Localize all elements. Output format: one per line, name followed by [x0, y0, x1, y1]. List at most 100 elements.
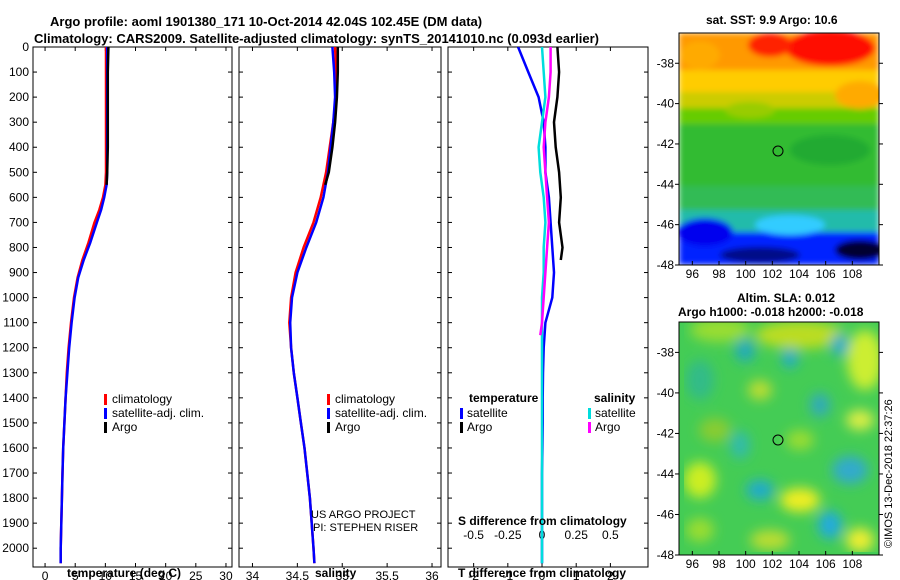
x-tick-label: 30: [219, 569, 233, 580]
x-tick-label: 10: [99, 569, 113, 580]
legend-swatch-satellite-adj: [327, 408, 330, 419]
s-diff-tick-label: -0.25: [494, 528, 522, 542]
sst-map-float-marker: [772, 145, 784, 157]
y-tick-label: 1800: [2, 491, 29, 505]
x-tick-label: 35: [336, 569, 350, 580]
sst-map-axes: 96 98 100 102 104 106 108 -38 -40 -42 -44 -46 -48: [657, 56, 883, 281]
x-tick-label: 25: [189, 569, 203, 580]
temperature-plot-frame: [32, 46, 233, 568]
legend-label-satellite-adj: satellite-adj. clim.: [335, 406, 427, 420]
temperature-xlabel: temperature (deg C): [67, 566, 181, 580]
series-layer: [59, 47, 564, 564]
legend-swatch-t-satellite: [460, 408, 463, 419]
difference-legend: temperature satellite Argo salinity sate…: [460, 391, 636, 434]
difference-xlabel: T difference from climatology: [458, 566, 626, 580]
map-x-tick-label: 104: [789, 557, 809, 571]
legend-label-t-argo: Argo: [467, 420, 493, 434]
y-tick-label: 1400: [2, 391, 29, 405]
sla-map-title: Altim. SLA: 0.012: [737, 291, 835, 305]
salinity-legend: climatology satellite-adj. clim. Argo: [327, 392, 427, 434]
legend-label-argo: Argo: [112, 420, 138, 434]
map-x-tick-label: 104: [789, 267, 809, 281]
y-tick-label: 1000: [2, 291, 29, 305]
salinity-plot-frame: [238, 46, 442, 568]
map-x-tick-label: 108: [842, 557, 862, 571]
map-x-tick-label: 102: [762, 267, 782, 281]
x-tick-label: 34: [246, 569, 260, 580]
map-y-tick-label: -42: [657, 137, 675, 151]
legend-swatch-satellite-adj: [104, 408, 107, 419]
temperature-legend: climatology satellite-adj. clim. Argo: [104, 392, 204, 434]
sst-map-frame: [678, 32, 880, 266]
series-line-t-argo: [552, 47, 564, 261]
y-tick-label: 1500: [2, 416, 29, 430]
x-tick-label: 36: [425, 569, 439, 580]
sla-map-axes: 96 98 100 102 104 106 108 -38 -40 -42 -44 -46 -48: [657, 345, 883, 571]
y-tick-label: 0: [22, 40, 29, 54]
map-x-tick-label: 106: [816, 557, 836, 571]
difference-plot-frame: [447, 46, 649, 568]
map-y-tick-label: -38: [657, 56, 675, 70]
sla-map-subtitle: Argo h1000: -0.018 h2000: -0.018: [678, 305, 864, 319]
pi-annotation-line2: PI: STEPHEN RISER: [313, 522, 418, 534]
y-tick-label: 200: [9, 90, 29, 104]
map-y-tick-label: -42: [657, 426, 675, 440]
imos-timestamp: ©IMOS 13-Dec-2018 22:37:26: [883, 399, 895, 548]
legend-swatch-t-argo: [460, 422, 463, 433]
map-y-tick-label: -48: [657, 258, 675, 272]
legend-label-t-satellite: satellite: [467, 406, 508, 420]
sst-map-title: sat. SST: 9.9 Argo: 10.6: [706, 13, 838, 27]
map-x-tick-label: 102: [762, 557, 782, 571]
y-tick-label: 1600: [2, 441, 29, 455]
x-tick-label: 0: [42, 569, 49, 580]
map-y-tick-label: -46: [657, 218, 675, 232]
legend-label-s-argo: Argo: [595, 420, 621, 434]
s-diff-tick-label: -0.5: [463, 528, 484, 542]
y-tick-label: 100: [9, 65, 29, 79]
legend-swatch-climatology: [104, 394, 107, 405]
map-y-tick-label: -40: [657, 386, 675, 400]
map-x-tick-label: 96: [686, 557, 700, 571]
map-x-tick-label: 98: [712, 267, 726, 281]
series-line-climatology: [288, 47, 338, 564]
sla-map-field: [679, 322, 879, 555]
x-tick-label: 0: [539, 569, 546, 580]
x-tick-label: 15: [129, 569, 143, 580]
legend-label-s-satellite: satellite: [595, 406, 636, 420]
series-line-s-argo: [539, 47, 552, 336]
y-tick-label: 1700: [2, 466, 29, 480]
map-y-tick-label: -44: [657, 177, 675, 191]
y-tick-label: 1300: [2, 366, 29, 380]
y-tick-label: 1100: [3, 316, 29, 330]
series-line-satellite-adj-clim-: [59, 47, 109, 564]
map-y-tick-label: -44: [657, 467, 675, 481]
y-tick-label: 700: [9, 215, 29, 229]
map-y-tick-label: -38: [657, 345, 675, 359]
series-line-argo: [105, 47, 110, 185]
x-tick-label: 2: [607, 569, 614, 580]
sla-map-frame: [678, 321, 880, 556]
y-tick-label: 400: [9, 140, 29, 154]
y-tick-label: 1900: [2, 516, 29, 530]
legend-swatch-argo: [104, 422, 107, 433]
map-y-tick-label: -48: [657, 548, 675, 562]
sla-map-float-marker: [772, 434, 784, 446]
series-line-argo: [323, 47, 340, 186]
x-tick-label: 35.5: [375, 569, 399, 580]
series-line-climatology: [59, 47, 108, 564]
y-tick-label: 900: [9, 266, 29, 280]
x-tick-label: 34.5: [286, 569, 310, 580]
s-diff-tick-label: 0.25: [565, 528, 589, 542]
legend-swatch-argo: [327, 422, 330, 433]
y-tick-label: 1200: [2, 341, 29, 355]
legend-label-climatology: climatology: [112, 392, 172, 406]
x-tick-label: 20: [159, 569, 173, 580]
x-tick-label: 5: [72, 569, 79, 580]
legend-label-climatology: climatology: [335, 392, 395, 406]
legend-title-salinity: salinity: [594, 391, 636, 405]
s-diff-tick-label: 0.5: [602, 528, 619, 542]
figure-title-line1: Argo profile: aoml 1901380_171 10-Oct-20…: [50, 14, 482, 29]
legend-title-temperature: temperature: [469, 391, 539, 405]
pi-annotation-line1: US ARGO PROJECT: [311, 509, 416, 521]
